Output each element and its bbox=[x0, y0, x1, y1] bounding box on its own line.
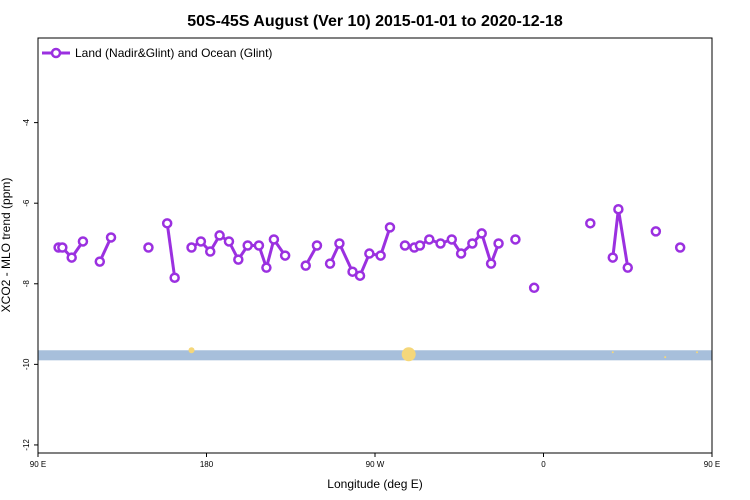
yellow-marker-4 bbox=[696, 351, 699, 354]
y-axis: -4 -6 -8 -10 -12 bbox=[22, 119, 38, 451]
data-point-34 bbox=[446, 234, 458, 245]
data-point-40 bbox=[510, 234, 521, 245]
data-point-14 bbox=[233, 254, 244, 265]
data-point-19 bbox=[279, 250, 291, 261]
data-point-16 bbox=[253, 240, 265, 251]
y-axis-label: XCO2 - MLO trend (ppm) bbox=[0, 178, 13, 313]
yellow-marker-1 bbox=[401, 347, 416, 362]
reference-band bbox=[38, 350, 712, 361]
data-point-27 bbox=[375, 250, 386, 261]
data-point-20 bbox=[300, 260, 311, 271]
data-point-17 bbox=[261, 262, 272, 273]
data-point-42 bbox=[585, 218, 596, 229]
x-axis: 90 E 180 90 W 0 90 E bbox=[30, 453, 720, 469]
data-point-8 bbox=[169, 272, 180, 283]
marker-layer bbox=[188, 347, 699, 362]
data-point-29 bbox=[399, 240, 411, 251]
x-tick-label-3: 0 bbox=[541, 460, 546, 469]
y-tick-label-4: -12 bbox=[22, 439, 31, 451]
data-point-26 bbox=[364, 248, 375, 259]
y-tick-label-3: -10 bbox=[22, 358, 31, 370]
data-point-15 bbox=[242, 240, 253, 251]
data-point-1 bbox=[57, 242, 68, 253]
data-point-46 bbox=[650, 226, 662, 237]
data-point-7 bbox=[161, 218, 173, 229]
x-tick-label-0: 90 E bbox=[30, 460, 46, 469]
data-point-44 bbox=[613, 203, 624, 215]
data-point-28 bbox=[384, 222, 396, 233]
data-point-38 bbox=[485, 258, 497, 269]
y-tick-label-0: -4 bbox=[22, 119, 31, 127]
data-point-23 bbox=[334, 238, 345, 249]
data-point-2 bbox=[66, 252, 77, 263]
data-point-12 bbox=[214, 230, 225, 241]
x-tick-label-2: 90 W bbox=[366, 460, 385, 469]
data-point-24 bbox=[347, 266, 358, 277]
data-point-18 bbox=[268, 234, 280, 245]
x-tick-label-4: 90 E bbox=[704, 460, 720, 469]
data-point-4 bbox=[94, 256, 106, 267]
band-rect bbox=[38, 350, 712, 361]
chart-title: 50S-45S August (Ver 10) 2015-01-01 to 20… bbox=[187, 13, 563, 30]
yellow-marker-3 bbox=[664, 356, 667, 359]
legend-marker bbox=[50, 47, 62, 59]
x-axis-label: Longitude (deg E) bbox=[327, 477, 422, 491]
data-point-5 bbox=[105, 232, 117, 243]
y-tick-label-2: -8 bbox=[22, 280, 31, 288]
y-tick-label-1: -6 bbox=[22, 199, 31, 207]
data-point-32 bbox=[424, 234, 435, 245]
data-point-21 bbox=[311, 240, 323, 251]
data-point-47 bbox=[674, 242, 686, 253]
data-point-39 bbox=[493, 238, 504, 249]
yellow-marker-2 bbox=[611, 351, 614, 354]
series-line-segment-3 bbox=[165, 223, 177, 278]
data-point-31 bbox=[414, 240, 426, 251]
data-point-41 bbox=[528, 282, 540, 294]
data-point-45 bbox=[622, 262, 633, 273]
data-point-33 bbox=[435, 238, 446, 249]
data-point-25 bbox=[354, 270, 366, 281]
data-point-22 bbox=[324, 258, 336, 269]
data-point-3 bbox=[77, 236, 89, 247]
legend-label: Land (Nadir&Glint) and Ocean (Glint) bbox=[75, 46, 272, 60]
series-layer bbox=[53, 203, 686, 294]
x-tick-label-1: 180 bbox=[200, 460, 214, 469]
plot-area-frame bbox=[37, 37, 713, 454]
data-point-36 bbox=[467, 238, 478, 249]
data-point-10 bbox=[195, 236, 207, 247]
data-point-35 bbox=[455, 248, 467, 259]
data-point-9 bbox=[186, 242, 197, 253]
data-point-37 bbox=[476, 228, 487, 239]
yellow-marker-0 bbox=[188, 347, 195, 354]
data-point-6 bbox=[143, 242, 154, 253]
data-point-43 bbox=[607, 252, 619, 263]
legend: Land (Nadir&Glint) and Ocean (Glint) bbox=[42, 46, 272, 60]
data-point-11 bbox=[204, 246, 216, 257]
data-point-13 bbox=[223, 236, 235, 247]
